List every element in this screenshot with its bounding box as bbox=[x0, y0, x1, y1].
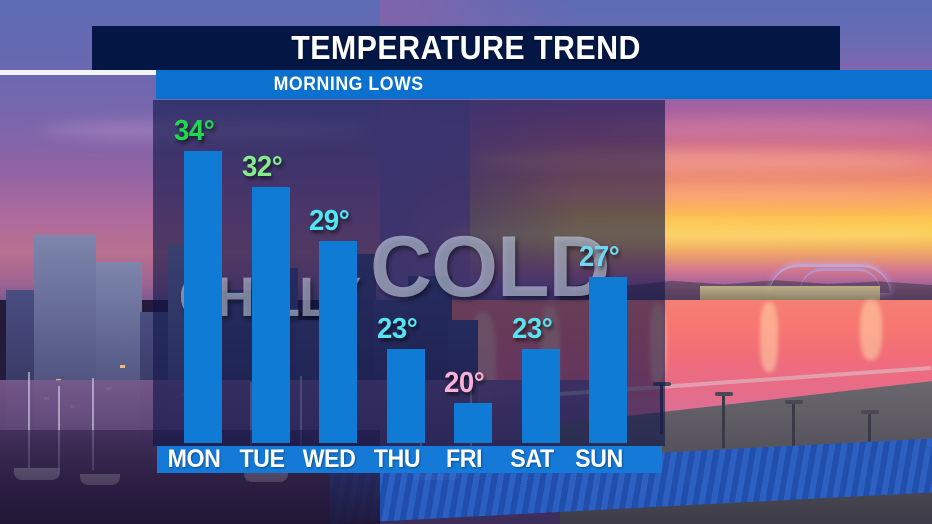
street-lamp bbox=[785, 400, 803, 460]
bar-chart: 34° 32° 29° 23° 20° 23° 27° bbox=[153, 100, 665, 446]
distant-warehouse bbox=[700, 286, 880, 302]
value-label-thu: 23° bbox=[376, 313, 418, 345]
sailboat-mast bbox=[28, 372, 30, 468]
day-label-sat: SAT bbox=[509, 445, 554, 473]
street-lamp bbox=[715, 392, 733, 448]
bar-sun bbox=[589, 277, 627, 443]
day-label-tue: TUE bbox=[238, 445, 285, 473]
stadium-arch bbox=[770, 264, 890, 293]
day-label-mon: MON bbox=[167, 445, 221, 473]
page-title: TEMPERATURE TREND bbox=[291, 29, 641, 66]
bar-mon bbox=[184, 151, 222, 443]
value-label-sat: 23° bbox=[511, 313, 553, 345]
bar-fri bbox=[454, 403, 492, 443]
subtitle-bar: MORNING LOWS bbox=[156, 70, 932, 99]
day-labels-bar: MON TUE WED THU FRI SAT SUN bbox=[157, 445, 662, 473]
stadium-arch bbox=[800, 268, 880, 291]
value-label-tue: 32° bbox=[241, 151, 283, 183]
value-label-sun: 27° bbox=[579, 241, 620, 273]
page-subtitle: MORNING LOWS bbox=[273, 73, 424, 95]
bar-tue bbox=[251, 187, 290, 443]
water-reflection bbox=[860, 300, 882, 360]
bar-thu bbox=[386, 349, 425, 443]
sailboat-mast bbox=[92, 378, 94, 470]
day-label-thu: THU bbox=[373, 445, 420, 473]
value-label-mon: 34° bbox=[174, 115, 215, 147]
bar-sat bbox=[521, 349, 560, 443]
cloud-band bbox=[600, 120, 932, 136]
value-label-wed: 29° bbox=[309, 205, 350, 237]
title-bar: TEMPERATURE TREND bbox=[92, 26, 840, 70]
sailboat-mast bbox=[58, 386, 60, 470]
header-rule bbox=[0, 70, 156, 75]
value-label-fri: 20° bbox=[444, 367, 485, 399]
day-label-sun: SUN bbox=[575, 445, 623, 473]
day-label-wed: WED bbox=[302, 445, 356, 473]
window-light bbox=[120, 365, 125, 368]
day-label-fri: FRI bbox=[445, 445, 483, 473]
water-reflection bbox=[760, 302, 778, 372]
bar-wed bbox=[319, 241, 357, 443]
